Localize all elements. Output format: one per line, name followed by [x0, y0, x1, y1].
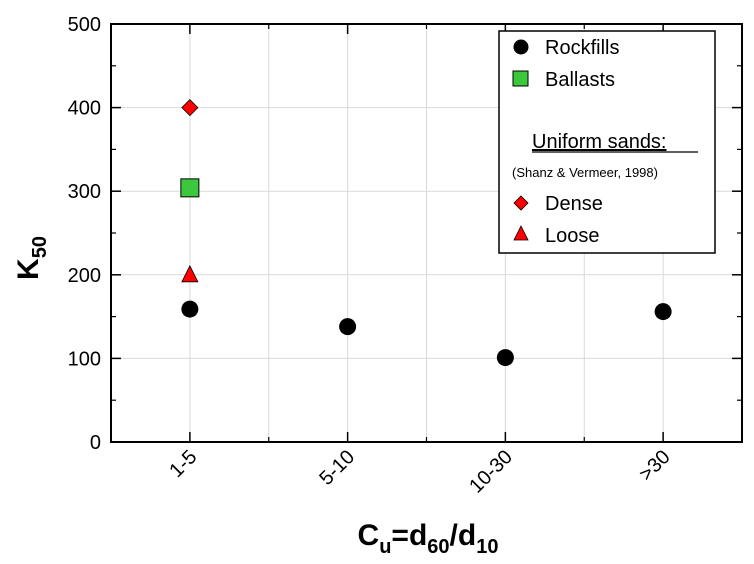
data-point-ballasts: [180, 178, 200, 198]
data-point-loose: [181, 264, 199, 283]
data-point-dense: [181, 99, 199, 117]
x-tick-label: 5-10: [315, 446, 359, 490]
x-tick-label: 1-5: [165, 446, 201, 482]
y-axis-title-sub: 50: [29, 236, 51, 258]
legend-label-loose: Loose: [545, 225, 600, 247]
x-axis-title-sub-60: 60: [427, 536, 449, 558]
y-axis-title-main: K: [12, 258, 45, 280]
x-tick-label: >30: [635, 446, 675, 486]
legend-label-dense: Dense: [545, 193, 603, 215]
legend-box: [498, 30, 716, 254]
legend-marker-ballasts: [512, 70, 529, 87]
legend-marker-loose: [513, 225, 529, 241]
x-axis-title-eq: =d: [391, 519, 427, 552]
y-tick-label: 400: [68, 98, 101, 120]
legend-label-ballasts: Ballasts: [545, 69, 615, 91]
y-tick-label: 200: [68, 265, 101, 287]
y-axis-title: K50: [12, 236, 51, 280]
y-tick-label: 500: [68, 14, 101, 36]
data-point-rockfills: [181, 300, 199, 318]
y-tick-label: 100: [68, 348, 101, 370]
legend: Rockfills Ballasts Uniform sands: (Shanz…: [498, 30, 716, 254]
legend-group-heading: Uniform sands:: [532, 131, 667, 153]
legend-marker-dense: [513, 195, 529, 211]
data-point-rockfills: [339, 318, 357, 336]
legend-group-source: (Shanz & Vermeer, 1998): [512, 165, 658, 180]
x-axis-title-sub-10: 10: [476, 536, 498, 558]
x-axis-title-main: C: [358, 519, 380, 552]
y-tick-label: 0: [90, 432, 101, 454]
legend-label-rockfills: Rockfills: [545, 37, 619, 59]
data-points: [180, 99, 672, 367]
x-axis-title-slash: /d: [450, 519, 477, 552]
legend-marker-rockfills: [513, 39, 529, 55]
x-axis-title-sub-u: u: [379, 536, 391, 558]
y-tick-label: 300: [68, 181, 101, 203]
x-axis-title: Cu=d60/d10: [358, 519, 499, 558]
x-tick-label: 10-30: [465, 446, 517, 498]
data-point-rockfills: [496, 349, 514, 367]
data-point-rockfills: [654, 303, 672, 321]
